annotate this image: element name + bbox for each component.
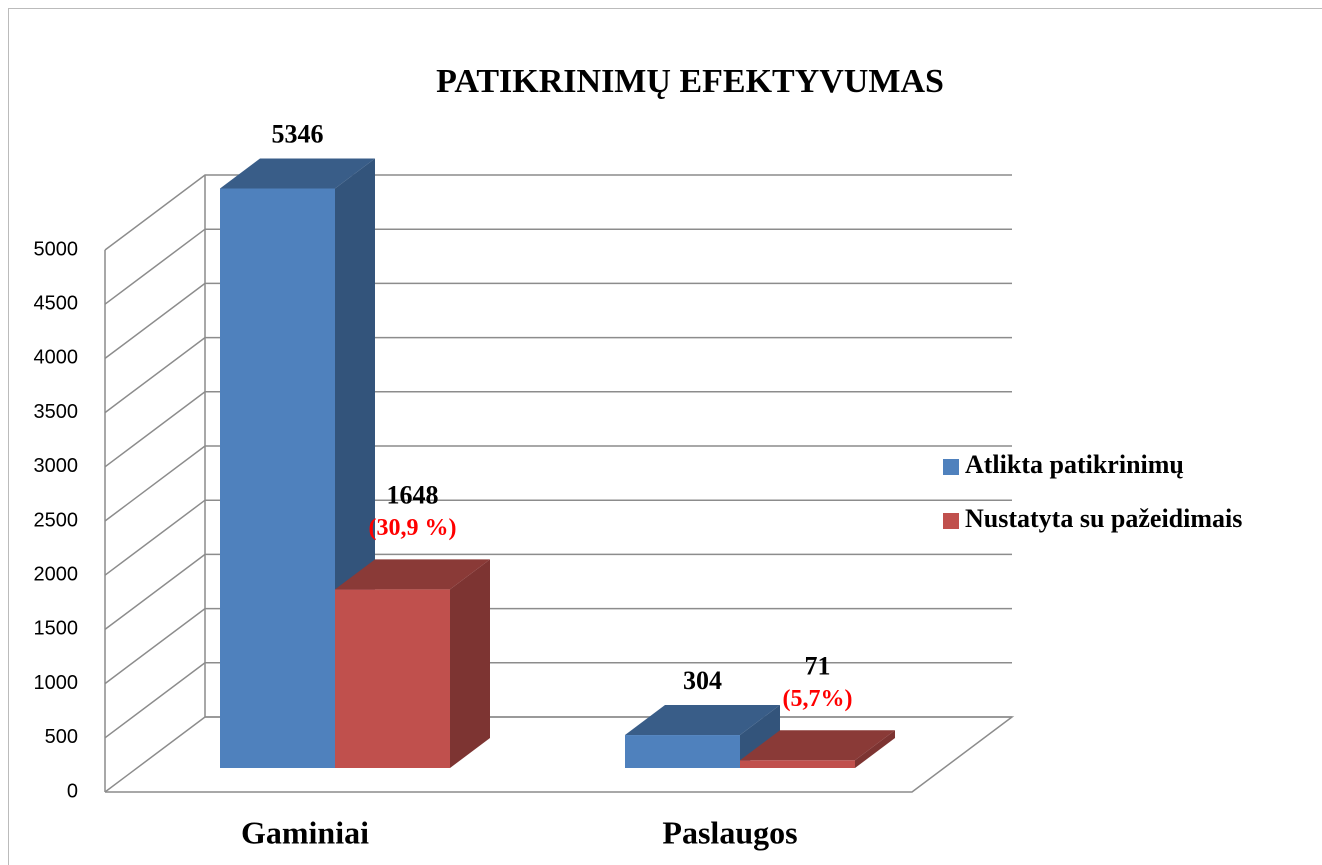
grid-line	[104, 553, 1012, 630]
y-tick-label: 4500	[34, 292, 79, 314]
y-tick-label: 2000	[34, 563, 79, 585]
legend-label: Nustatyta su pažeidimais	[965, 504, 1242, 533]
y-tick-label: 1000	[34, 672, 79, 694]
bar	[335, 589, 450, 768]
grid-line	[104, 282, 1012, 359]
grid-line	[104, 391, 1012, 468]
bar	[740, 760, 855, 768]
y-tick-label: 0	[67, 780, 78, 802]
chart-title: PATIKRINIMŲ EFEKTYVUMAS	[436, 63, 944, 100]
grid-line	[104, 445, 1012, 522]
data-note: (30,9 %)	[369, 515, 457, 541]
x-tick-label: Gaminiai	[241, 814, 369, 850]
bar-top	[740, 730, 895, 761]
legend-swatch	[943, 513, 959, 529]
bar-top	[625, 705, 780, 736]
grid-line	[104, 499, 1012, 576]
grid-line	[104, 607, 1012, 685]
data-label: 71	[805, 651, 831, 680]
bar-top	[220, 158, 375, 189]
y-tick-label: 2500	[34, 509, 79, 531]
y-tick-label: 3500	[34, 401, 79, 423]
bar-side	[450, 559, 490, 768]
data-label: 5346	[272, 119, 324, 148]
bar-side	[855, 730, 895, 768]
x-tick-label: Paslaugos	[662, 814, 797, 850]
data-note: (5,7%)	[783, 686, 853, 712]
bar-side	[740, 705, 780, 768]
grid-line	[104, 228, 1012, 305]
legend-label: Atlikta patikrinimų	[965, 450, 1184, 479]
grid-line	[104, 174, 1012, 251]
bar	[220, 188, 335, 769]
data-label: 1648	[387, 480, 439, 509]
grid-line	[104, 336, 1012, 414]
bar-top	[335, 559, 490, 590]
grid-line	[104, 662, 1012, 739]
data-label: 304	[683, 666, 722, 695]
y-tick-label: 5000	[34, 238, 79, 260]
y-tick-label: 3000	[34, 455, 79, 477]
chart-frame	[8, 8, 1322, 865]
legend-swatch	[943, 459, 959, 475]
y-tick-label: 4000	[34, 347, 79, 369]
bar	[625, 735, 740, 768]
y-tick-label: 500	[45, 726, 78, 748]
y-tick-label: 1500	[34, 618, 79, 640]
